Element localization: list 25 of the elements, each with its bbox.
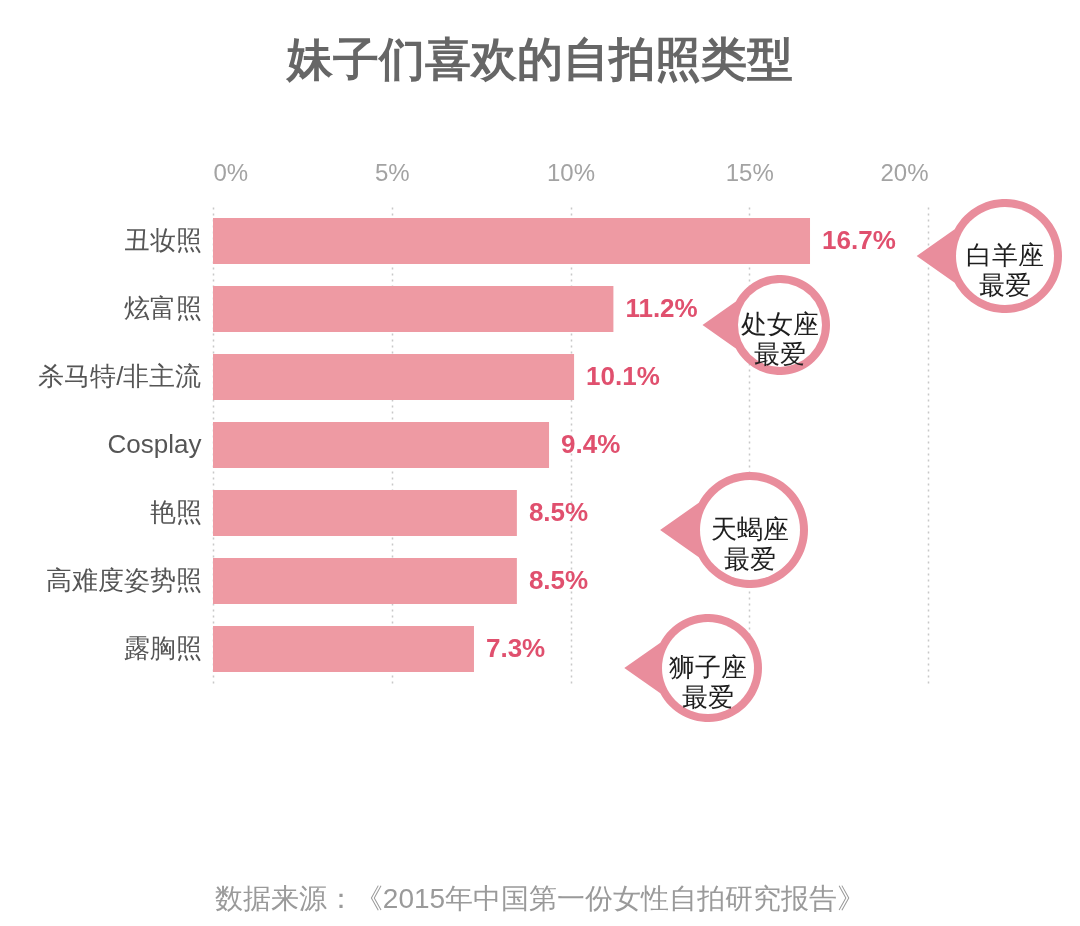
y-tick-label: Cosplay	[107, 429, 202, 459]
source-note: 数据来源：《2015年中国第一份女性自拍研究报告》	[214, 883, 866, 914]
y-tick-label: 露胸照	[123, 633, 202, 663]
x-tick-label: 0%	[213, 158, 249, 186]
data-label: 16.7%	[822, 225, 896, 255]
annotation: 处女座最爱	[741, 309, 819, 369]
x-tick-label: 10%	[546, 158, 596, 186]
y-tick-label: 高难度姿势照	[45, 565, 202, 595]
annotation: 天蝎座最爱	[711, 514, 789, 574]
data-label: 7.3%	[485, 633, 546, 663]
y-tick-label: 艳照	[149, 497, 202, 527]
y-tick-label: 杀马特/非主流	[38, 361, 202, 391]
x-tick-label: 15%	[725, 158, 774, 186]
data-label: 8.5%	[528, 565, 589, 595]
x-tick-label: 5%	[374, 158, 410, 186]
x-tick-label: 20%	[880, 158, 929, 186]
data-label: 10.1%	[586, 361, 660, 391]
y-tick-label: 炫富照	[123, 293, 202, 323]
text: 白羊座最爱	[966, 240, 1044, 300]
chart-title: 妹子们喜欢的自拍照类型	[285, 33, 793, 85]
data-label: 9.4%	[561, 429, 621, 459]
annotation: 狮子座最爱	[669, 652, 747, 712]
data-label: 8.5%	[528, 497, 589, 527]
data-label: 11.2%	[625, 293, 698, 323]
y-tick-label: 丑妆照	[123, 225, 202, 255]
